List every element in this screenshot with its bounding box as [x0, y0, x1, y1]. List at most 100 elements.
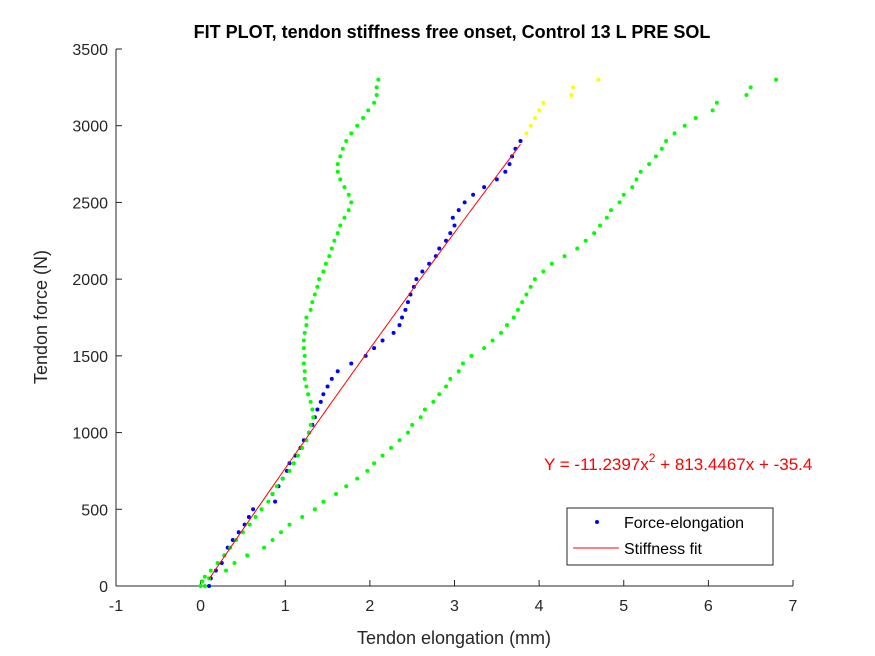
legend-label-force-elongation: Force-elongation — [624, 515, 744, 532]
data-point — [208, 568, 213, 573]
data-point — [710, 108, 715, 113]
data-point — [335, 369, 340, 374]
data-point — [304, 384, 309, 389]
data-point — [604, 215, 609, 220]
data-point — [774, 77, 779, 82]
data-point — [575, 246, 580, 251]
series-3 — [202, 77, 779, 588]
data-point — [207, 584, 212, 588]
data-point — [366, 108, 371, 113]
data-point — [253, 514, 258, 519]
data-point — [524, 131, 529, 136]
data-point — [198, 584, 203, 588]
data-point — [308, 422, 313, 427]
data-point — [647, 162, 652, 167]
data-point — [274, 484, 279, 489]
data-point — [518, 139, 523, 144]
stiffness-fit-line — [208, 144, 521, 580]
x-tick-label: 0 — [196, 598, 205, 615]
data-point — [346, 208, 351, 213]
x-tick-label: 7 — [789, 598, 798, 615]
data-point — [323, 261, 328, 266]
fit-equation-prefix: Y = -11.2397x — [544, 455, 649, 474]
x-tick-label: 6 — [704, 598, 713, 615]
data-point — [596, 77, 601, 82]
data-point — [246, 514, 251, 519]
data-point — [321, 269, 326, 274]
data-point — [444, 384, 449, 389]
data-point — [714, 100, 719, 105]
data-point — [634, 177, 639, 182]
data-point — [311, 415, 316, 420]
data-point — [287, 468, 292, 473]
data-point — [482, 346, 487, 351]
fit-layer — [208, 144, 521, 580]
data-point — [259, 507, 264, 512]
data-point — [524, 292, 529, 297]
data-point — [374, 93, 379, 98]
data-point — [200, 579, 205, 584]
data-point — [427, 261, 432, 266]
data-point — [262, 545, 267, 550]
data-point — [621, 192, 626, 197]
data-point — [397, 438, 402, 443]
data-point — [342, 215, 347, 220]
data-point — [372, 346, 377, 351]
data-point — [329, 376, 334, 381]
data-point — [598, 223, 603, 228]
data-point — [748, 85, 753, 90]
data-point — [403, 307, 408, 312]
data-point — [460, 361, 465, 366]
data-point — [312, 507, 317, 512]
y-tick-label: 3500 — [72, 42, 108, 59]
data-point — [304, 315, 309, 320]
data-point — [570, 85, 575, 90]
data-point — [270, 491, 275, 496]
data-point — [592, 231, 597, 236]
data-point — [344, 139, 349, 144]
data-point — [349, 131, 354, 136]
data-point — [609, 208, 614, 213]
x-tick-label: 1 — [281, 598, 290, 615]
data-point — [306, 392, 311, 397]
data-point — [405, 300, 410, 305]
data-point — [301, 338, 306, 343]
x-tick-label: 2 — [365, 598, 374, 615]
data-point — [420, 269, 425, 274]
y-axis-label: Tendon force (N) — [31, 250, 51, 384]
data-point — [215, 560, 220, 565]
data-point — [391, 330, 396, 335]
x-axis-label: Tendon elongation (mm) — [357, 628, 551, 648]
data-point — [499, 330, 504, 335]
data-point — [448, 376, 453, 381]
data-point — [302, 353, 307, 358]
data-point — [504, 323, 509, 328]
data-point — [374, 85, 379, 90]
plot-area — [116, 49, 793, 586]
data-point — [537, 108, 542, 113]
data-point — [664, 139, 669, 144]
data-point — [503, 169, 508, 174]
y-tick-label: 1000 — [72, 426, 108, 443]
data-point — [397, 323, 402, 328]
fit-equation-suffix: + 813.4467x + -35.4 — [655, 455, 812, 474]
data-point — [266, 499, 271, 504]
data-point — [318, 399, 323, 404]
data-point — [469, 353, 474, 358]
data-point — [361, 116, 366, 121]
data-point — [414, 277, 419, 282]
legend: Force-elongation Stiffness fit — [566, 507, 774, 566]
data-point — [335, 169, 340, 174]
data-point — [291, 461, 296, 466]
x-tick-label: -1 — [109, 598, 123, 615]
data-point — [302, 376, 307, 381]
data-point — [355, 476, 360, 481]
data-point — [321, 499, 326, 504]
data-point — [280, 476, 285, 481]
data-point — [405, 430, 410, 435]
data-point — [682, 123, 687, 128]
data-point — [355, 123, 360, 128]
data-point — [270, 537, 275, 542]
data-point — [327, 254, 332, 259]
